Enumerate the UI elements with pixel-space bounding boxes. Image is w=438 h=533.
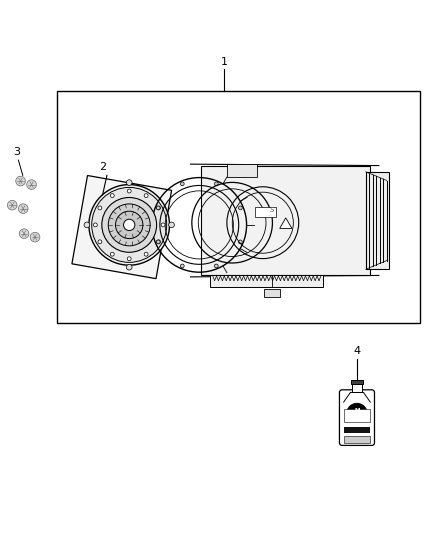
Text: M: M (354, 408, 360, 414)
Circle shape (157, 240, 160, 244)
Circle shape (238, 240, 242, 244)
Circle shape (127, 180, 132, 185)
Circle shape (7, 200, 17, 210)
Bar (265, 289, 280, 296)
Text: 3: 3 (14, 147, 21, 157)
Circle shape (19, 229, 29, 238)
Circle shape (16, 176, 25, 186)
Text: 1: 1 (221, 57, 228, 67)
Bar (57, 91, 420, 324)
Circle shape (157, 206, 160, 210)
Circle shape (124, 219, 135, 231)
Polygon shape (280, 218, 292, 229)
Text: 2: 2 (99, 162, 106, 172)
Circle shape (102, 198, 157, 252)
Wedge shape (346, 403, 367, 414)
Text: 4: 4 (353, 346, 360, 356)
Circle shape (156, 240, 160, 244)
Circle shape (98, 240, 102, 244)
Circle shape (98, 206, 102, 210)
Circle shape (169, 222, 174, 228)
Bar (72, 175, 172, 279)
Circle shape (144, 193, 148, 198)
Bar (352, 384, 362, 392)
Circle shape (238, 206, 242, 210)
Bar (255, 207, 276, 217)
Circle shape (215, 182, 218, 185)
Circle shape (89, 184, 170, 265)
Bar (344, 427, 370, 433)
Bar (227, 164, 257, 177)
Circle shape (180, 182, 184, 185)
Circle shape (116, 211, 143, 239)
Circle shape (127, 257, 131, 261)
Circle shape (93, 223, 97, 227)
FancyBboxPatch shape (339, 390, 374, 446)
Circle shape (110, 193, 114, 198)
Bar (210, 274, 323, 287)
Text: S: S (270, 207, 275, 213)
Circle shape (18, 204, 28, 214)
Bar (344, 408, 370, 422)
Circle shape (127, 264, 132, 270)
Bar (366, 172, 389, 269)
Circle shape (156, 206, 160, 210)
Bar (201, 166, 370, 274)
Bar (344, 436, 370, 443)
Bar (351, 380, 363, 384)
Circle shape (30, 232, 40, 242)
Circle shape (108, 204, 150, 246)
Circle shape (161, 223, 165, 227)
Circle shape (110, 252, 114, 256)
Circle shape (215, 264, 218, 268)
Circle shape (92, 188, 167, 262)
Circle shape (180, 264, 184, 268)
Circle shape (84, 222, 90, 228)
Circle shape (144, 252, 148, 256)
Circle shape (27, 180, 36, 189)
Circle shape (127, 189, 131, 193)
